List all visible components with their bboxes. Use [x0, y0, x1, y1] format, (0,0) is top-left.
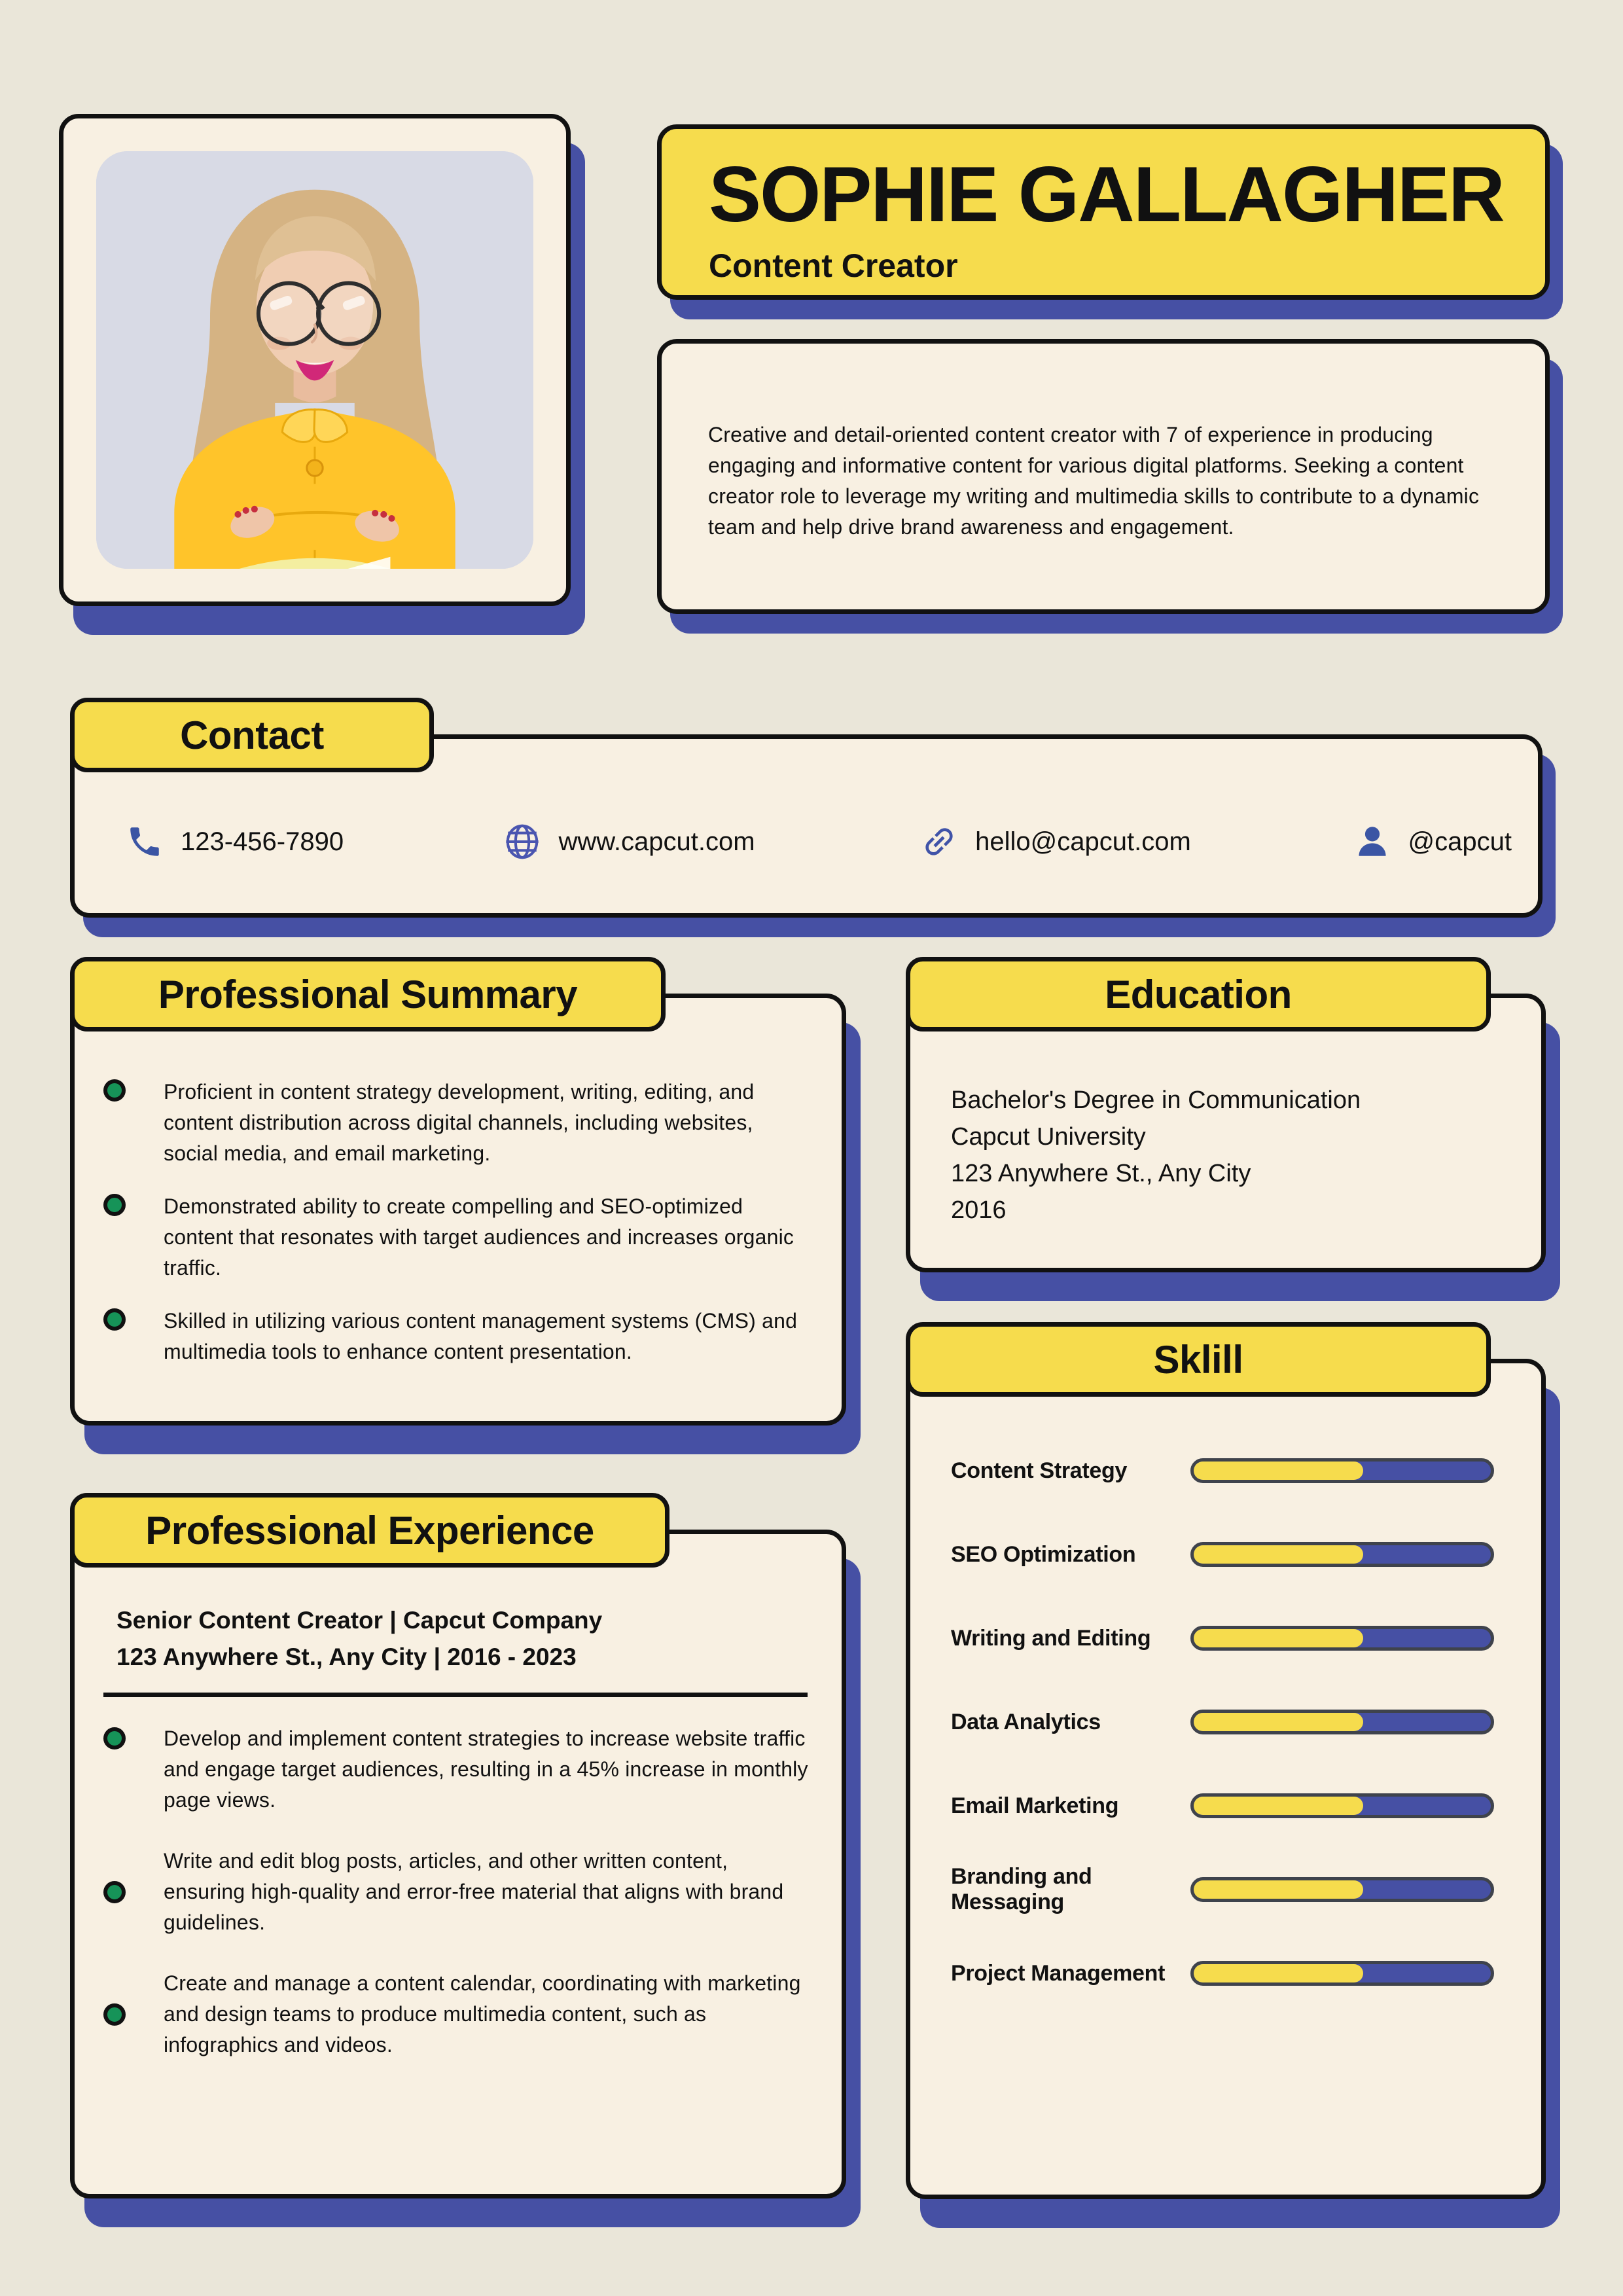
skill-row: Data Analytics [951, 1708, 1494, 1736]
experience-location-line: 123 Anywhere St., Any City | 2016 - 2023 [116, 1643, 577, 1670]
experience-divider [103, 1693, 808, 1697]
summary-bullet-text: Proficient in content strategy developme… [164, 1080, 755, 1165]
education-address: 123 Anywhere St., Any City [951, 1160, 1251, 1187]
link-icon [925, 828, 953, 855]
summary-bullet-item: Skilled in utilizing various content man… [103, 1306, 812, 1367]
summary-bullet-item: Demonstrated ability to create compellin… [103, 1191, 812, 1283]
contact-item-website: www.capcut.com [503, 823, 920, 861]
professional-experience-card: Senior Content Creator | Capcut Company … [70, 1530, 846, 2198]
education-heading-tab: Education [906, 957, 1491, 1031]
summary-bullet-item: Proficient in content strategy developme… [103, 1077, 812, 1169]
contact-heading-tab: Contact [70, 698, 434, 772]
globe-icon [506, 824, 539, 859]
skill-row: Project Management [951, 1959, 1494, 1988]
skill-row: Content Strategy [951, 1456, 1494, 1485]
bullet-dot-icon [103, 1079, 126, 1102]
summary-bullet-text: Demonstrated ability to create compellin… [164, 1194, 794, 1280]
skill-row: SEO Optimization [951, 1540, 1494, 1569]
contact-handle[interactable]: @capcut [1408, 827, 1512, 856]
skill-row: Email Marketing [951, 1791, 1494, 1820]
professional-experience-heading: Professional Experience [145, 1508, 594, 1552]
experience-header: Senior Content Creator | Capcut Company … [103, 1602, 812, 1676]
skill-bar-fill [1194, 1629, 1363, 1647]
experience-role-line: Senior Content Creator | Capcut Company [116, 1607, 603, 1634]
education-card: Bachelor's Degree in Communication Capcu… [906, 994, 1546, 1272]
phone-icon [130, 827, 159, 856]
photo-card [59, 114, 571, 606]
professional-experience-heading-tab: Professional Experience [70, 1493, 669, 1568]
skill-label: Content Strategy [951, 1458, 1128, 1483]
summary-bullet-text: Skilled in utilizing various content man… [164, 1309, 798, 1363]
bullet-dot-icon [103, 1308, 126, 1331]
skill-bar [1190, 1877, 1494, 1902]
portrait-photo [96, 151, 533, 569]
skill-bar [1190, 1542, 1494, 1567]
skill-bar-fill [1194, 1713, 1363, 1731]
education-school: Capcut University [951, 1123, 1146, 1151]
skill-bar [1190, 1710, 1494, 1734]
summary-text: Creative and detail-oriented content cre… [708, 423, 1480, 539]
skill-row: Writing and Editing [951, 1624, 1494, 1653]
skills-heading-tab: Sklill [906, 1322, 1491, 1397]
professional-summary-heading-tab: Professional Summary [70, 957, 666, 1031]
skill-bar-fill [1194, 1545, 1363, 1564]
name-card: SOPHIE GALLAGHER Content Creator [657, 124, 1550, 300]
skills-card: Content Strategy SEO Optimization Writin… [906, 1359, 1546, 2199]
person-name: SOPHIE GALLAGHER [709, 151, 1505, 238]
education-heading: Education [1105, 972, 1292, 1016]
skills-heading: Sklill [1153, 1337, 1243, 1382]
skill-label: Email Marketing [951, 1793, 1119, 1818]
skill-bar [1190, 1458, 1494, 1483]
skill-label: Project Management [951, 1960, 1166, 1986]
bullet-dot-icon [103, 1727, 126, 1749]
skill-bar-fill [1194, 1880, 1363, 1899]
contact-item-handle: @capcut [1353, 823, 1512, 861]
skill-label: Writing and Editing [951, 1625, 1151, 1651]
skill-bar [1190, 1626, 1494, 1651]
bullet-dot-icon [103, 1194, 126, 1216]
summary-card: Creative and detail-oriented content cre… [657, 339, 1550, 614]
contact-item-email: hello@capcut.com [920, 823, 1353, 861]
skill-bar-fill [1194, 1964, 1363, 1982]
skill-bar-fill [1194, 1797, 1363, 1815]
experience-bullet-text: Create and manage a content calendar, co… [164, 1971, 801, 2056]
bullet-dot-icon [103, 1880, 126, 1903]
person-icon [1358, 827, 1386, 856]
education-year: 2016 [951, 1196, 1007, 1224]
bullet-dot-icon [103, 2003, 126, 2026]
contact-item-phone: 123-456-7890 [126, 823, 503, 861]
contact-row: 123-456-7890 www.capcut.com [126, 823, 1512, 861]
skill-label: Data Analytics [951, 1709, 1101, 1734]
skill-label: SEO Optimization [951, 1541, 1136, 1567]
professional-summary-card: Proficient in content strategy developme… [70, 994, 846, 1426]
experience-bullet-item: Develop and implement content strategies… [103, 1723, 812, 1816]
experience-bullet-item: Write and edit blog posts, articles, and… [103, 1846, 812, 1938]
contact-email[interactable]: hello@capcut.com [975, 827, 1191, 856]
skill-bar-fill [1194, 1462, 1363, 1480]
experience-bullet-item: Create and manage a content calendar, co… [103, 1968, 812, 2060]
professional-summary-heading: Professional Summary [158, 972, 578, 1016]
skill-label: Branding and Messaging [951, 1864, 1092, 1914]
contact-heading: Contact [180, 713, 324, 757]
experience-bullet-text: Develop and implement content strategies… [164, 1727, 808, 1812]
education-degree: Bachelor's Degree in Communication [951, 1086, 1361, 1114]
contact-phone[interactable]: 123-456-7890 [181, 827, 344, 856]
skill-row: Branding and Messaging [951, 1864, 1494, 1914]
job-title: Content Creator [709, 247, 958, 284]
skill-bar [1190, 1961, 1494, 1986]
experience-bullet-text: Write and edit blog posts, articles, and… [164, 1849, 784, 1934]
contact-website[interactable]: www.capcut.com [558, 827, 755, 856]
skill-bar [1190, 1793, 1494, 1818]
experience-bullet-list: Develop and implement content strategies… [103, 1723, 812, 2060]
portrait-photo-illustration [96, 151, 533, 569]
